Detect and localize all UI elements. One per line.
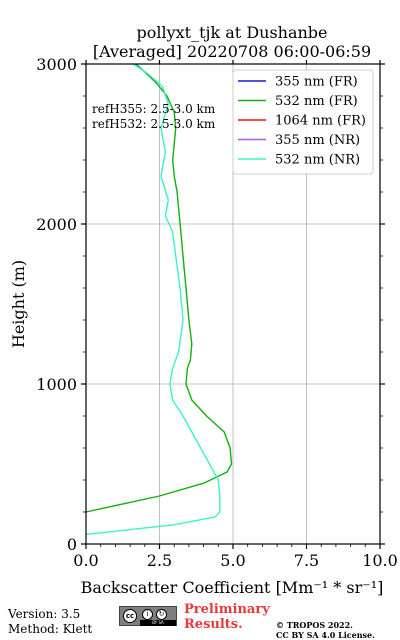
y-tick-label: 3000	[36, 55, 77, 74]
annotation-refh355: refH355: 2.5-3.0 km	[92, 102, 216, 116]
license-badge-text: BY SA	[140, 620, 176, 626]
series-line	[85, 63, 233, 513]
chart-title: pollyxt_tjk at Dushanbe [Averaged] 20220…	[93, 23, 371, 61]
series-line	[85, 63, 221, 536]
cc-icon: cc	[123, 609, 137, 623]
cc-license-badge-icon: cc i ↻ BY SA	[119, 606, 177, 626]
y-tick-label: 2000	[36, 215, 77, 234]
y-tick-label: 0	[67, 535, 77, 554]
annotation-refh532: refH532: 2.5-3.0 km	[92, 117, 216, 131]
x-tick-label: 2.5	[147, 551, 172, 570]
version-label: Version: 3.5	[8, 607, 81, 621]
x-tick-label: 5.0	[220, 551, 245, 570]
legend-entry-label: 355 nm (NR)	[275, 133, 360, 148]
share-alike-icon: ↻	[156, 609, 167, 620]
reference-height-annotations: refH355: 2.5-3.0 km refH532: 2.5-3.0 km	[92, 102, 216, 131]
legend-entry-label: 532 nm (FR)	[275, 94, 358, 109]
method-label: Method: Klett	[8, 622, 93, 636]
x-tick-label: 0.0	[73, 551, 98, 570]
legend: 355 nm (FR) 532 nm (FR) 1064 nm (FR) 355 nm…	[232, 69, 374, 175]
y-tick-label: 1000	[36, 375, 77, 394]
legend-box	[232, 69, 374, 175]
x-tick-label: 7.5	[294, 551, 319, 570]
axis-ticks: 0.0 2.5 5.0 7.5 10.0 0 1000 2000 3000	[36, 55, 398, 570]
legend-entry-label: 532 nm (NR)	[275, 153, 360, 168]
y-axis-label: Height (m)	[9, 260, 28, 348]
legend-entry-label: 355 nm (FR)	[275, 75, 358, 90]
x-tick-label: 10.0	[362, 551, 398, 570]
attribution-icon: i	[142, 609, 153, 620]
x-axis-label: Backscatter Coefficient [Mm⁻¹ * sr⁻¹]	[81, 578, 384, 597]
legend-entry-label: 1064 nm (FR)	[275, 114, 366, 129]
copyright-notice: © TROPOS 2022. CC BY SA 4.0 License.	[276, 620, 375, 640]
preliminary-results-notice: Preliminary Results.	[184, 602, 270, 632]
chart-title-line-2: [Averaged] 20220708 06:00-06:59	[93, 42, 371, 61]
chart-title-line-1: pollyxt_tjk at Dushanbe	[136, 23, 327, 42]
data-series	[85, 63, 233, 536]
